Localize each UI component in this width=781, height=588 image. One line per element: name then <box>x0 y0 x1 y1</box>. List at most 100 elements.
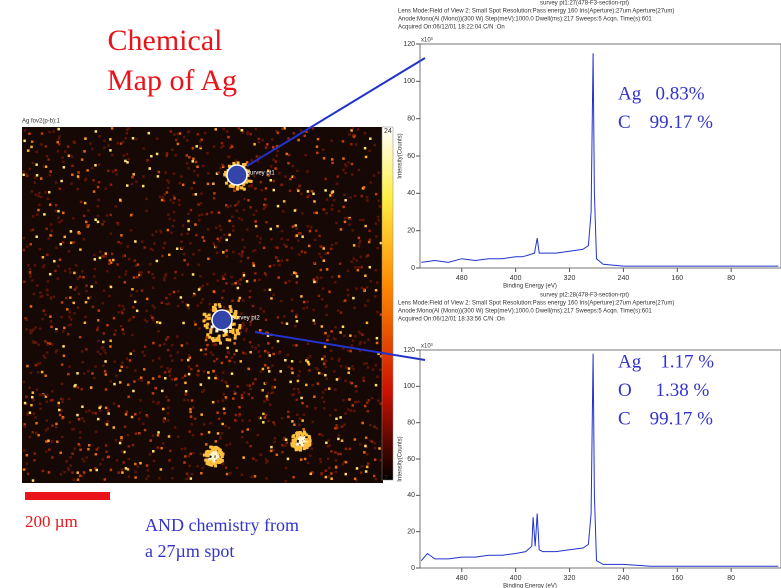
map-pixel <box>134 369 137 372</box>
map-pixel <box>215 337 219 341</box>
map-pixel <box>360 286 363 290</box>
map-pixel <box>103 370 107 373</box>
map-pixel <box>328 444 332 447</box>
map-pixel <box>308 436 312 440</box>
map-pixel <box>70 155 74 158</box>
map-pixel <box>234 281 237 285</box>
map-pixel <box>321 391 325 394</box>
map-pixel <box>229 204 233 208</box>
map-pixel <box>181 376 184 380</box>
map-pixel <box>222 393 226 396</box>
map-pixel <box>114 168 117 172</box>
map-pixel <box>41 469 45 473</box>
map-pixel <box>145 309 148 313</box>
map-pixel <box>365 465 369 469</box>
map-pixel <box>285 258 289 262</box>
title: Chemical <box>108 24 223 57</box>
map-pixel <box>80 158 84 161</box>
map-pixel <box>239 278 242 281</box>
map-pixel <box>168 374 172 377</box>
map-pixel <box>211 353 215 357</box>
map-pixel <box>363 451 366 454</box>
map-pixel <box>361 421 364 425</box>
map-pixel <box>298 435 302 439</box>
map-pixel <box>36 284 39 287</box>
map-pixel <box>295 344 298 347</box>
map-pixel <box>215 251 219 255</box>
map-pixel <box>249 132 253 136</box>
map-pixel <box>238 216 241 220</box>
map-pixel <box>68 365 71 368</box>
map-pixel <box>41 256 45 259</box>
map-pixel <box>122 307 126 311</box>
map-pixel <box>291 435 295 439</box>
map-pixel <box>214 308 218 312</box>
map-pixel <box>43 340 47 343</box>
map-pixel <box>35 421 38 425</box>
map-pixel <box>33 264 37 267</box>
y-tick-label: 120 <box>403 41 415 48</box>
map-pixel <box>82 214 86 218</box>
map-pixel <box>186 303 190 307</box>
map-pixel <box>247 184 251 188</box>
map-pixel <box>58 258 62 262</box>
map-pixel <box>28 267 32 271</box>
map-pixel <box>25 328 28 331</box>
map-pixel <box>96 417 100 421</box>
map-pixel <box>91 372 94 375</box>
composition: C 99.17 % <box>618 408 713 429</box>
map-pixel <box>210 337 214 341</box>
map-pixel <box>214 376 217 380</box>
map-pixel <box>263 288 267 292</box>
map-pixel <box>104 255 108 258</box>
map-pixel <box>238 323 242 327</box>
map-pixel <box>249 320 252 324</box>
map-pixel <box>365 453 369 456</box>
map-pixel <box>318 252 321 256</box>
map-pixel <box>107 262 111 266</box>
map-pixel <box>285 322 289 325</box>
map-pixel <box>119 438 123 442</box>
map-pixel <box>310 442 313 445</box>
map-pixel <box>61 156 64 159</box>
map-pixel <box>236 385 239 388</box>
map-pixel <box>180 240 183 243</box>
map-pixel <box>207 172 210 175</box>
map-pixel <box>69 456 72 459</box>
map-pixel <box>87 444 91 447</box>
map-pixel <box>302 428 305 431</box>
map-pixel <box>316 151 319 155</box>
map-pixel <box>197 288 201 291</box>
map-pixel <box>84 220 88 224</box>
map-pixel <box>40 143 43 146</box>
map-pixel <box>182 135 186 139</box>
map-pixel <box>293 176 296 179</box>
map-pixel <box>28 167 32 171</box>
map-pixel <box>231 299 234 303</box>
map-pixel <box>87 296 90 300</box>
map-pixel <box>261 367 265 371</box>
map-pixel <box>249 179 253 183</box>
map-pixel <box>295 169 299 172</box>
map-pixel <box>305 306 309 309</box>
map-pixel <box>151 286 155 289</box>
map-pixel <box>287 365 290 368</box>
map-pixel <box>199 348 203 352</box>
map-pixel <box>264 458 268 461</box>
map-pixel <box>351 339 355 343</box>
connector <box>254 331 426 361</box>
map-pixel <box>168 217 171 221</box>
map-pixel <box>24 172 28 176</box>
map-pixel <box>267 351 270 354</box>
map-pixel <box>73 271 76 275</box>
map-pixel <box>316 382 320 385</box>
map-pixel <box>104 406 108 410</box>
map-pixel <box>214 374 218 378</box>
map-pixel <box>202 239 206 243</box>
map-pixel <box>287 137 290 140</box>
x-tick-label: 240 <box>618 275 630 282</box>
map-pixel <box>266 334 270 337</box>
map-pixel <box>270 237 273 241</box>
map-pixel <box>29 229 33 232</box>
spectrum-header: Acquired On:06/12/01 18:33:56 C/N :On <box>398 317 505 323</box>
